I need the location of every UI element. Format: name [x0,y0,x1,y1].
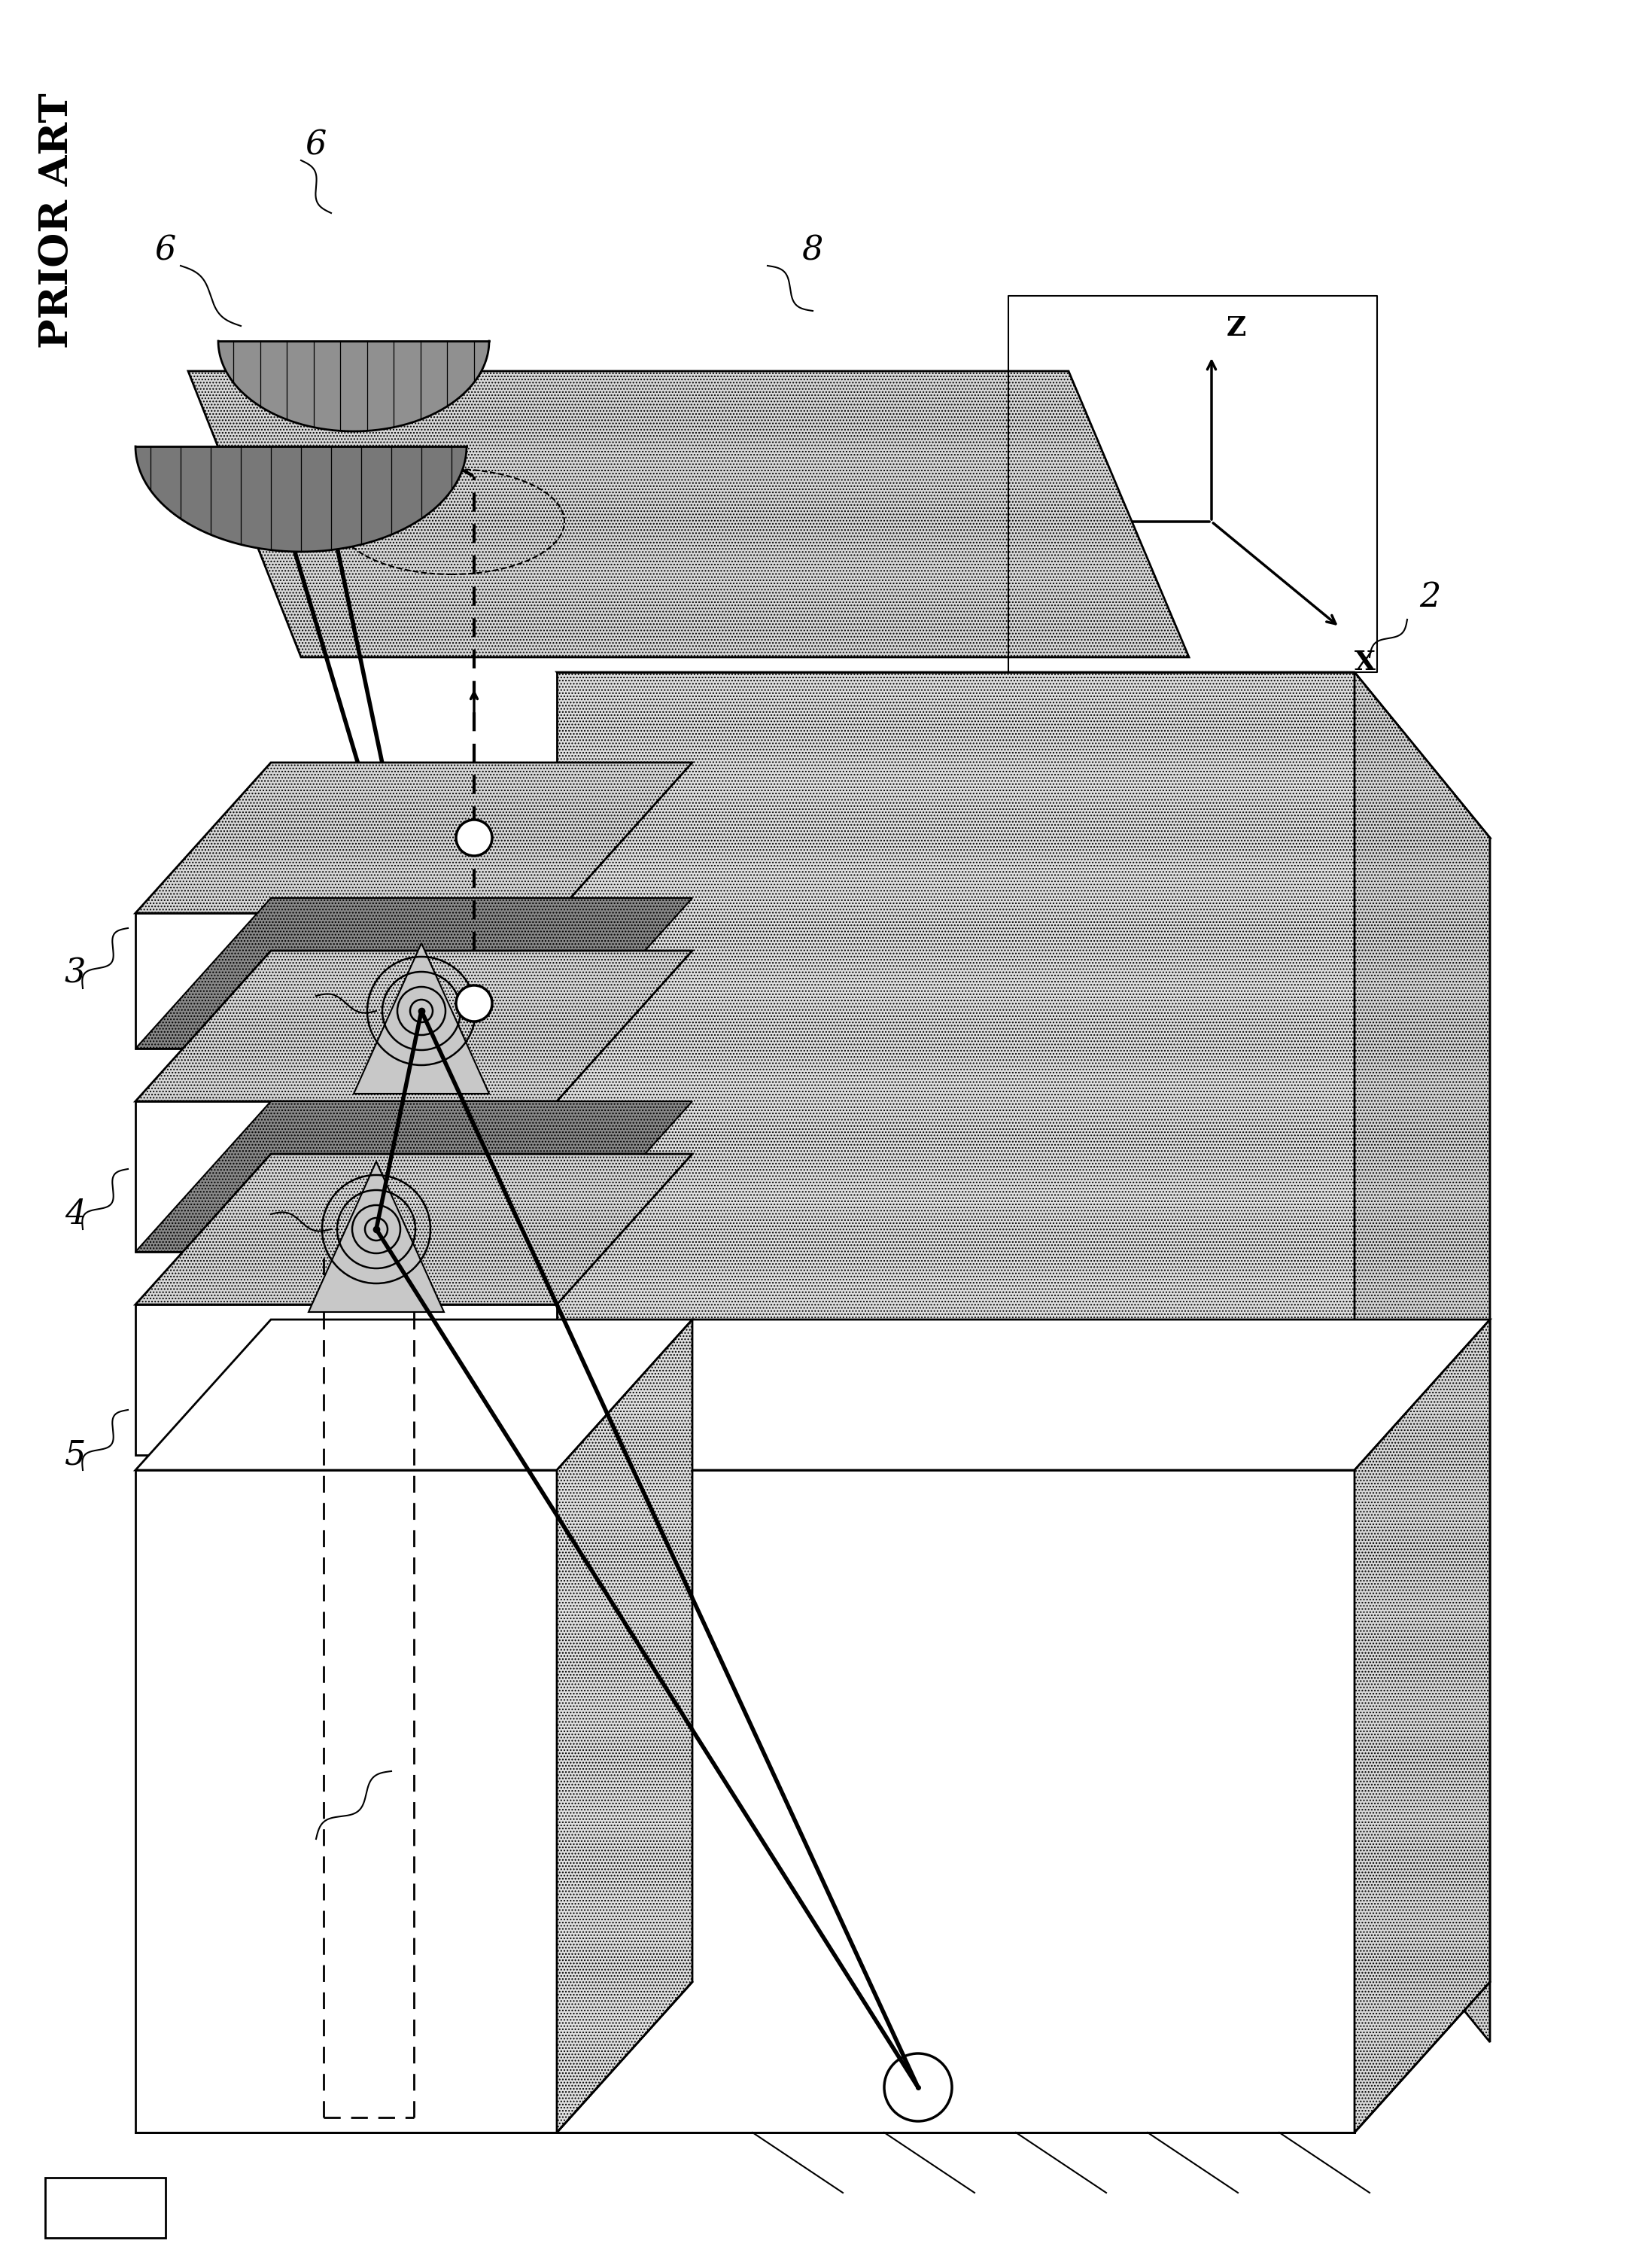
Polygon shape [308,1161,443,1311]
Polygon shape [135,1154,692,1304]
Polygon shape [557,1320,1490,1470]
Polygon shape [135,898,692,1048]
Text: Y: Y [1004,494,1023,519]
Circle shape [456,819,493,855]
Text: 1: 1 [247,1193,265,1220]
Polygon shape [557,671,1355,1876]
Polygon shape [135,1304,557,1456]
Text: 7: 7 [290,1814,311,1848]
Polygon shape [218,340,489,431]
Polygon shape [135,950,692,1102]
Text: X: X [1355,649,1376,676]
Text: Z: Z [1226,315,1246,340]
Polygon shape [1355,1320,1490,2132]
Text: 5: 5 [64,1438,86,1472]
Polygon shape [1355,671,1490,2041]
Polygon shape [354,943,489,1093]
Polygon shape [188,372,1188,658]
Text: 1: 1 [292,975,310,1002]
Text: 2: 2 [1419,581,1440,612]
Polygon shape [135,1102,557,1252]
Polygon shape [557,1470,1355,2132]
Polygon shape [135,914,557,1048]
Polygon shape [135,762,692,914]
Text: FIG. 2: FIG. 2 [1295,1059,1414,1098]
Text: 6: 6 [155,234,176,268]
Text: 4: 4 [64,1198,86,1232]
Text: PRIOR ART: PRIOR ART [38,93,76,349]
Circle shape [456,984,493,1021]
Text: 3: 3 [64,957,86,989]
Text: 8: 8 [803,234,824,268]
Polygon shape [135,1102,692,1252]
Polygon shape [557,671,1490,837]
Bar [44,2177,165,2239]
Polygon shape [135,1470,557,2132]
Polygon shape [135,1320,692,1470]
Polygon shape [135,447,466,551]
Polygon shape [557,1320,692,2132]
Text: 6: 6 [305,129,326,161]
